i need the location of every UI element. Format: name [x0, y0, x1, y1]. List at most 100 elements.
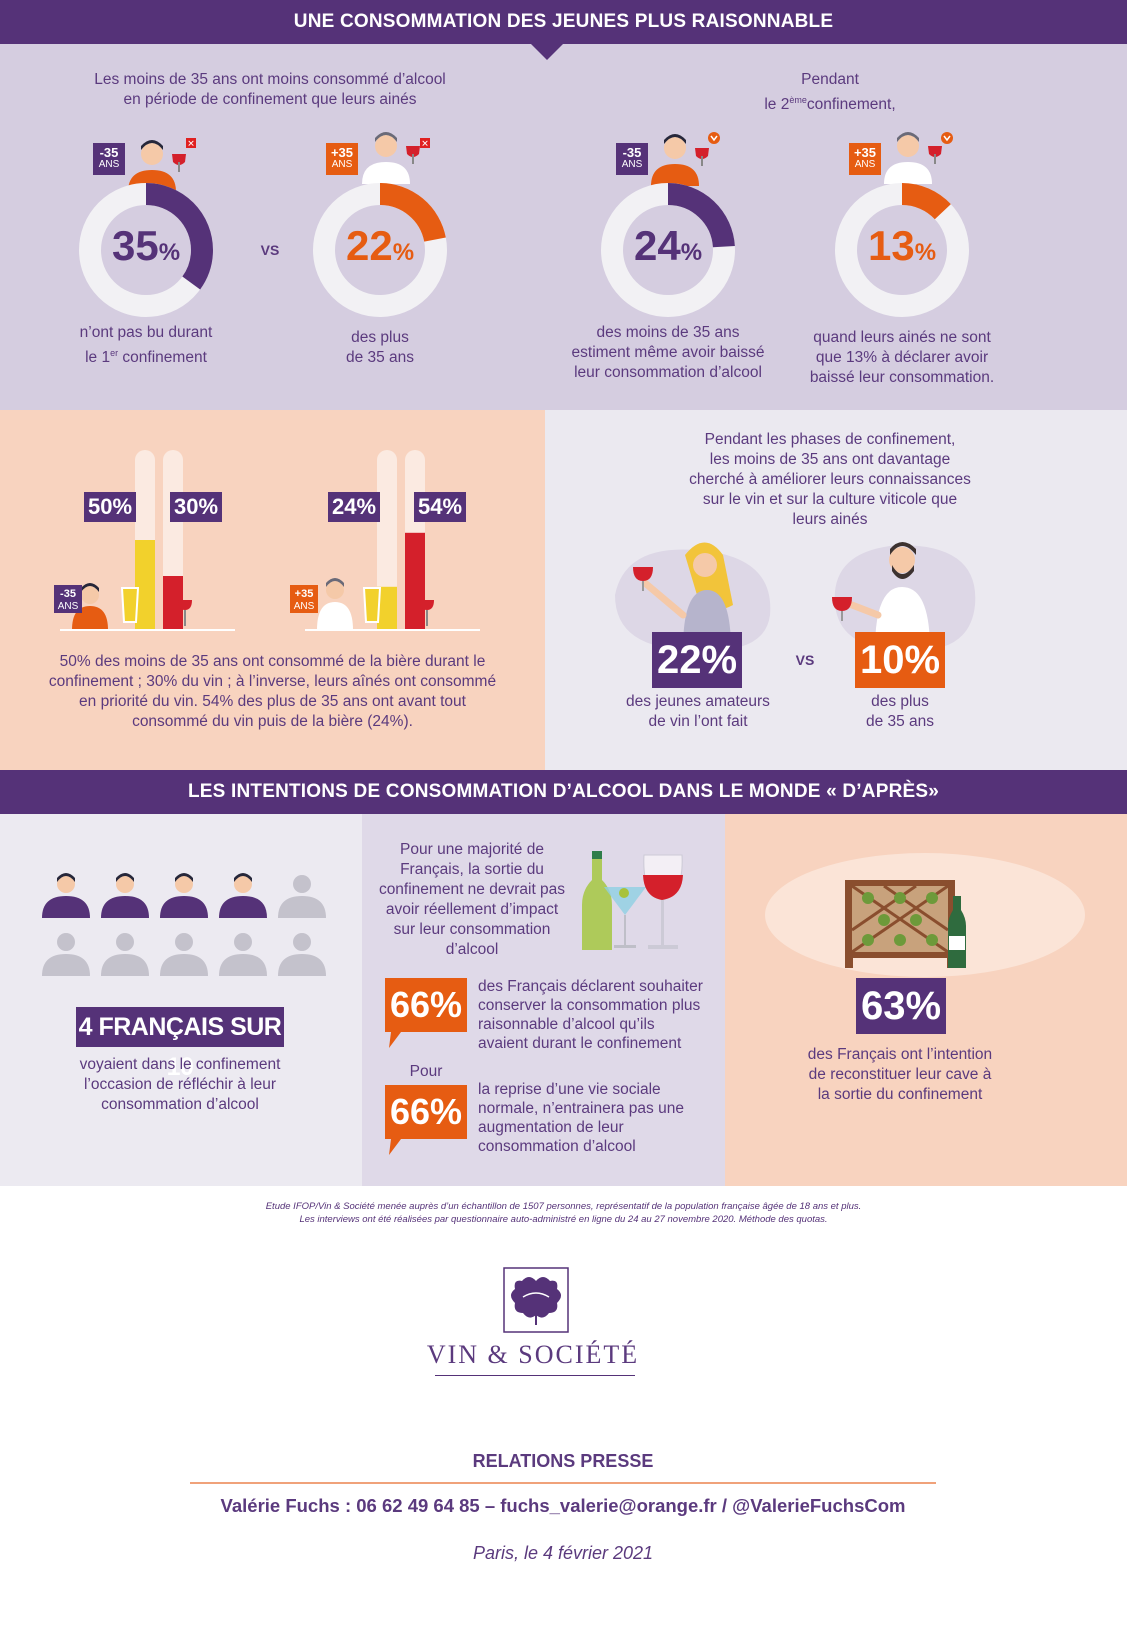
culture-intro-4: sur le vin et sur la culture viticole qu… [702, 491, 958, 508]
person-icon-highlighted [101, 873, 149, 918]
mid-intro-6: d’alcool [445, 941, 499, 958]
mid-intro-1: Pour une majorité de [400, 841, 544, 858]
bars-text-1: 50% des moins de 35 ans ont consommé de … [59, 653, 486, 670]
vs-label: VS [260, 242, 280, 258]
section1-title: UNE CONSOMMATION DES JEUNES PLUS RAISONN… [0, 0, 1127, 44]
person-icon-grey [278, 875, 326, 918]
section1-right-intro-1: Pendant [801, 71, 859, 88]
brand-underline [435, 1375, 635, 1376]
person-icon-grey [101, 933, 149, 976]
headline-caption-3: consommation d’alcool [101, 1096, 259, 1113]
beer-label-plus35: 24% [328, 492, 380, 522]
culture-left-caption-2: de vin l’ont fait [648, 713, 748, 730]
donut-value-3: 24% [633, 222, 703, 269]
bar-track-beer-plus35 [377, 450, 397, 630]
person-icon-highlighted [160, 873, 208, 918]
age-badge-minus35: -35 ANS [616, 143, 648, 175]
headline-badge: 4 FRANÇAIS SUR 10 [76, 1007, 284, 1081]
stat2-text-1: la reprise d’une vie sociale [478, 1081, 661, 1098]
drinks-illustration [582, 851, 683, 950]
donut-chart-3 [601, 183, 735, 317]
method-note-1: Etude IFOP/Vin & Société menée auprès d’… [265, 1201, 862, 1212]
beer-wine-bar-chart [60, 450, 480, 631]
brand-name: VIN & SOCIÉTÉ [426, 1340, 640, 1369]
stat2-text-4: consommation d’alcool [478, 1138, 636, 1155]
mid-intro-3: confinement ne devrait pas [378, 881, 566, 898]
cave-caption-1: des Français ont l’intention [807, 1046, 993, 1063]
svg-text:✕: ✕ [421, 140, 429, 150]
person-icon-grey [160, 933, 208, 976]
stat1-text-2: conserver la consommation plus [478, 997, 701, 1014]
press-divider [190, 1482, 936, 1484]
bars-text-4: consommé du vin puis de la bière (24%). [132, 713, 413, 730]
method-note-2: Les interviews ont été réalisées par que… [299, 1214, 828, 1225]
bar-beer-plus35 [377, 586, 397, 630]
culture-right-caption-1: des plus [871, 693, 929, 710]
section2-title: LES INTENTIONS DE CONSOMMATION D’ALCOOL … [0, 770, 1127, 814]
person-icon-grey [278, 933, 326, 976]
mid-intro-2: Français, la sortie du [400, 861, 544, 878]
donut2-caption-1: des plus [351, 329, 409, 346]
wine-label-minus35: 30% [170, 492, 222, 522]
stat2-text-3: augmentation de leur [478, 1119, 624, 1136]
donut2-caption-2: de 35 ans [345, 349, 415, 366]
press-contact: Valérie Fuchs : 06 62 49 64 85 – fuchs_v… [220, 1495, 906, 1516]
donut-chart-4 [835, 183, 969, 317]
stat1-value: 66% [389, 984, 463, 1025]
age-badge-minus35: -35 ANS [93, 143, 125, 175]
culture-vs: VS [795, 652, 815, 668]
bars-text-3: en priorité du vin. 54% des plus de 35 a… [79, 693, 466, 710]
donut4-caption-3: baissé leur consommation. [809, 369, 995, 386]
stat1-text-3: raisonnable d’alcool qu’ils [478, 1016, 655, 1033]
section1-left-intro-1: Les moins de 35 ans ont moins consommé d… [94, 71, 446, 88]
culture-left-caption-1: des jeunes amateurs [626, 693, 770, 710]
person-icon-grey [219, 933, 267, 976]
donut1-caption-1: n’ont pas bu durant [79, 324, 213, 341]
person-icon-grey [42, 933, 90, 976]
stat1-text-1: des Français déclarent souhaiter [478, 978, 703, 995]
culture-right-caption-2: de 35 ans [865, 713, 935, 730]
press-date: Paris, le 4 février 2021 [472, 1543, 654, 1563]
culture-intro-3: cherché à améliorer leurs connaissances [689, 471, 971, 488]
age-badge-plus35: +35 ANS [290, 585, 318, 613]
headline-caption-1: voyaient dans le confinement [79, 1056, 281, 1073]
bars-text-2: confinement ; 30% du vin ; à l’inverse, … [48, 673, 497, 690]
donut-arc-3 [601, 183, 735, 317]
donut-value-1: 35% [111, 222, 181, 269]
donut4-caption-2: que 13% à déclarer avoir [815, 349, 989, 366]
cave-caption-2: de reconstituer leur cave à [808, 1066, 992, 1083]
donut-value-4: 13% [867, 222, 937, 269]
mid-intro-5: sur leur consommation [393, 921, 551, 938]
bars-group-plus35 [317, 450, 434, 630]
speech-badge-shape [385, 1085, 467, 1155]
donut1-caption-2: le 1er confinement [85, 348, 207, 367]
bar-beer-minus35 [135, 540, 155, 630]
press-title: RELATIONS PRESSE [472, 1451, 654, 1471]
banner-notch [530, 43, 564, 60]
donut-arc-2 [313, 183, 447, 317]
stat2-value: 66% [389, 1091, 463, 1132]
donut3-caption-3: leur consommation d’alcool [574, 364, 762, 381]
cave-caption-3: la sortie du confinement [817, 1086, 983, 1103]
person-icon-highlighted [219, 873, 267, 918]
vin-societe-logo-icon [503, 1267, 569, 1333]
stat2-text-2: normale, n’entrainera pas une [478, 1100, 684, 1117]
donut-chart-1 [79, 183, 213, 317]
section1-left-intro-2: en période de confinement que leurs ainé… [123, 91, 417, 108]
age-badge-minus35: -35 ANS [54, 585, 82, 613]
person-icon [651, 132, 720, 186]
mid-intro-4: avoir réellement d’impact [385, 901, 559, 918]
speech-badge-shape [385, 978, 467, 1048]
donut-arc-4 [835, 183, 969, 317]
headline-caption-2: l’occasion de réfléchir à leur [83, 1076, 277, 1093]
cave-value: 63% [856, 978, 946, 1034]
culture-intro-1: Pendant les phases de confinement, [704, 431, 956, 448]
person-icon [884, 132, 953, 184]
donut-value-2: 22% [345, 222, 415, 269]
svg-text:✕: ✕ [187, 140, 195, 150]
person-icon-highlighted [42, 873, 90, 918]
people-grid [40, 870, 340, 980]
stat2-pre: Pour [409, 1063, 443, 1080]
bars-group-minus35 [72, 450, 192, 630]
section1-right-intro-2: le 2èmeconfinement, [764, 95, 896, 114]
